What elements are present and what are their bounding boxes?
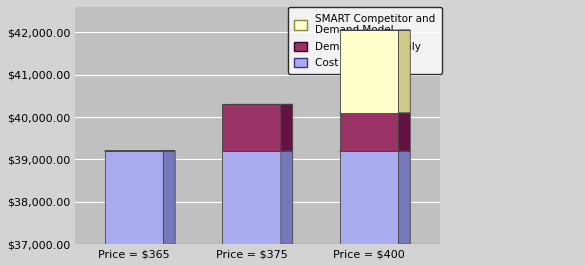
Polygon shape [163,151,175,244]
Polygon shape [398,113,410,151]
Polygon shape [105,151,163,244]
Polygon shape [340,113,398,151]
Polygon shape [398,30,410,113]
Polygon shape [222,104,281,151]
Polygon shape [222,151,281,244]
Polygon shape [281,151,292,244]
Polygon shape [398,151,410,244]
Polygon shape [281,104,292,151]
Polygon shape [340,151,398,244]
Legend: SMART Competitor and
Demand Model, Demand Model Only, Cost Plus: SMART Competitor and Demand Model, Deman… [288,7,442,74]
Polygon shape [340,30,398,113]
